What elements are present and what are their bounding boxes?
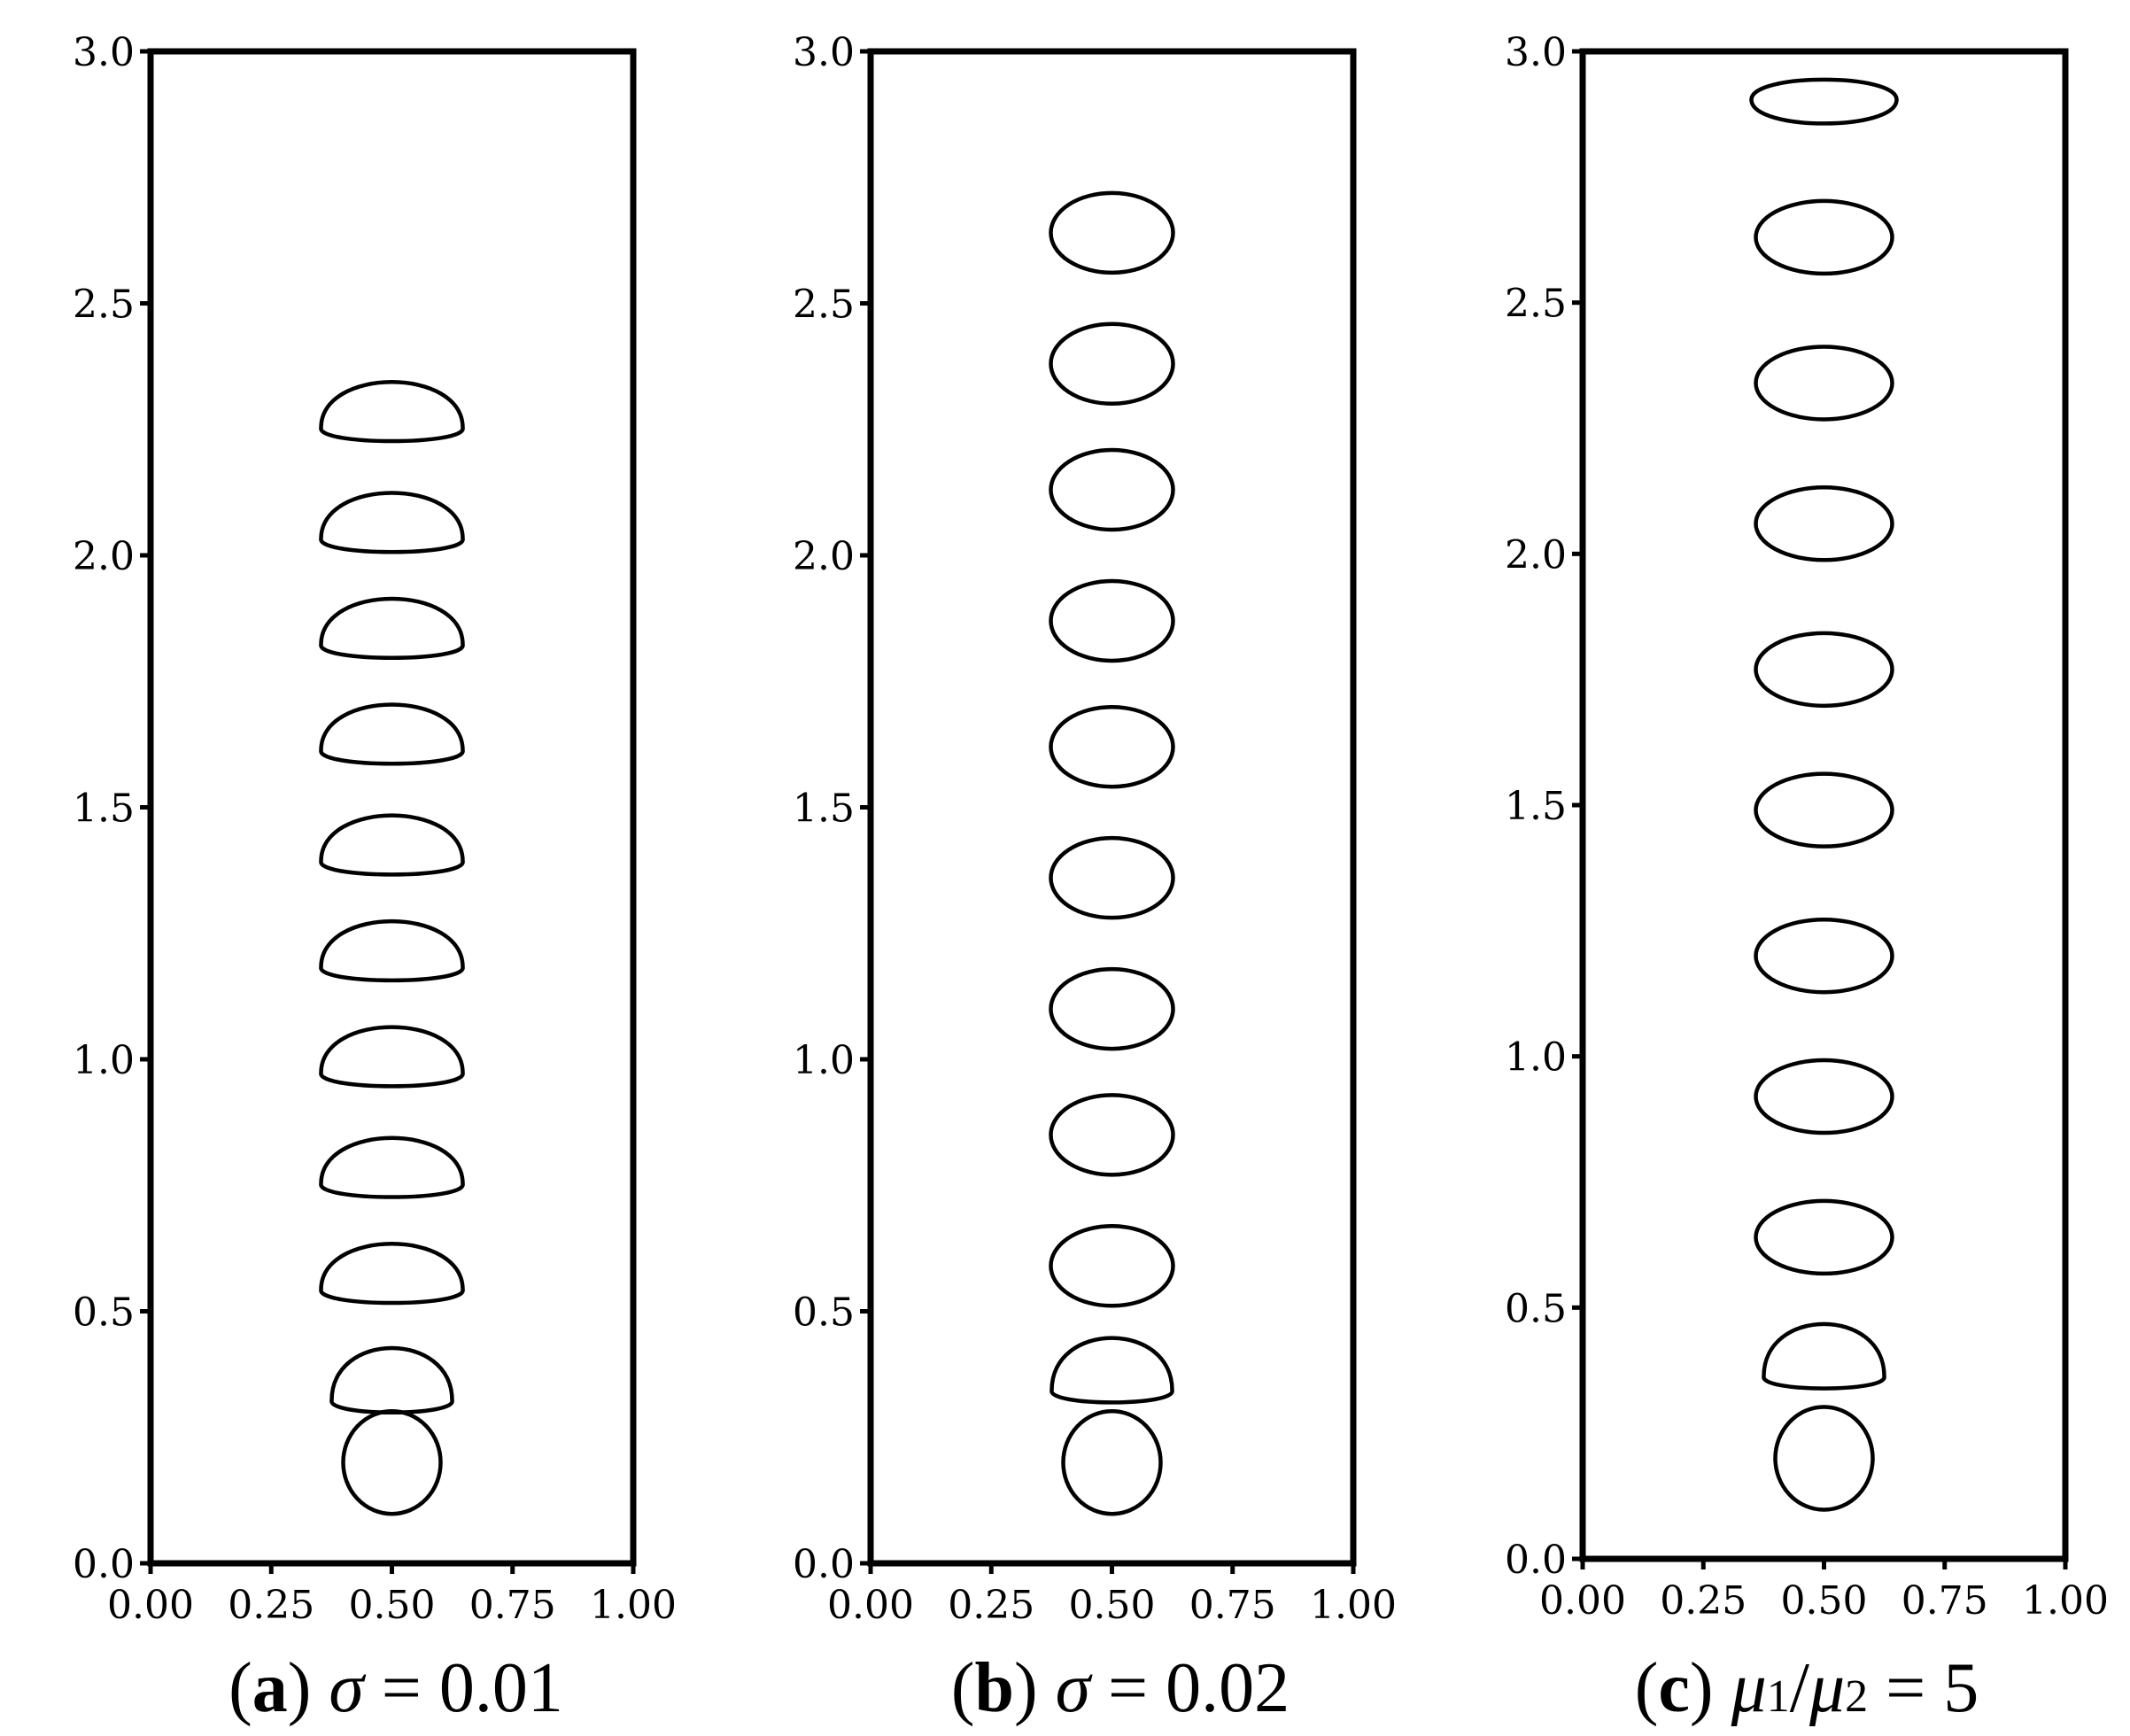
y-tick-label-a-5: 2.5: [73, 283, 135, 328]
bubble-b-2: [1049, 1224, 1175, 1308]
bubble-c-2: [1754, 1198, 1894, 1276]
y-tick-label-a-3: 1.5: [73, 787, 135, 832]
y-tick-label-c-6: 3.0: [1505, 30, 1567, 75]
caption-c-mu2: μ: [1809, 1649, 1845, 1727]
y-tick-label-b-2: 1.0: [793, 1038, 855, 1083]
x-tick-label-c-0: 0.00: [1539, 1578, 1626, 1624]
bubble-b-6: [1049, 704, 1175, 789]
x-tick-label-a-2: 0.50: [349, 1583, 436, 1628]
x-tick-label-b-1: 0.25: [948, 1583, 1034, 1628]
x-tick-label-a-0: 0.00: [107, 1583, 194, 1628]
y-tick-label-a-1: 0.5: [73, 1290, 135, 1336]
bubble-c-9: [1754, 198, 1894, 276]
caption-c: (c) μ1/μ2 = 5: [1635, 1649, 1979, 1727]
caption-a: (a) σ = 0.01: [228, 1649, 563, 1727]
x-tick-label-c-1: 0.25: [1660, 1578, 1747, 1624]
x-tick-label-c-2: 0.50: [1781, 1578, 1868, 1624]
y-tick-label-b-3: 1.5: [793, 787, 855, 832]
bubble-a-7: [319, 702, 465, 766]
y-tick-label-b-5: 2.5: [793, 283, 855, 328]
caption-c-sub2: 2: [1845, 1671, 1868, 1722]
bubble-c-0: [1773, 1405, 1875, 1512]
bubble-c-8: [1754, 345, 1894, 422]
caption-a-value: = 0.01: [382, 1649, 563, 1727]
y-tick-label-b-6: 3.0: [793, 30, 855, 75]
bubble-b-4: [1049, 966, 1175, 1051]
bubble-b-3: [1049, 1093, 1175, 1177]
x-tick-label-a-4: 1.00: [590, 1583, 677, 1628]
bubble-c-7: [1754, 485, 1894, 562]
caption-c-mu1: μ: [1731, 1649, 1767, 1727]
y-tick-label-b-4: 2.0: [793, 534, 855, 579]
y-tick-label-a-4: 2.0: [73, 534, 135, 579]
x-tick-label-b-3: 0.75: [1189, 1583, 1276, 1628]
bubble-b-10: [1049, 190, 1175, 275]
bubble-a-0: [341, 1408, 443, 1516]
bubble-a-8: [319, 596, 465, 660]
bubble-a-9: [319, 491, 465, 554]
x-tick-label-a-3: 0.75: [469, 1583, 556, 1628]
bubble-a-6: [319, 813, 465, 877]
bubble-c-1: [1762, 1321, 1886, 1391]
y-tick-label-c-1: 0.5: [1505, 1286, 1567, 1331]
bubble-c-10: [1749, 77, 1899, 126]
bubble-a-10: [319, 380, 465, 444]
bubble-a-2: [319, 1242, 465, 1306]
y-tick-label-c-0: 0.0: [1505, 1538, 1567, 1583]
caption-c-value: = 5: [1868, 1649, 1979, 1727]
panel-b: 0.0 0.5 1.0 1.5 2.0 2.5 3.0 0.00 0.25 0.50 0.75 1.0…: [793, 30, 1397, 1628]
bubble-b-8: [1049, 447, 1175, 532]
bubble-b-9: [1049, 322, 1175, 407]
bubble-a-5: [319, 918, 465, 983]
caption-b-symbol: σ: [1056, 1649, 1093, 1727]
plot-frame-c: [1579, 48, 2069, 1562]
y-tick-label-a-2: 1.0: [73, 1038, 135, 1083]
bubble-b-5: [1049, 835, 1175, 920]
caption-c-label: c: [1658, 1649, 1690, 1727]
bubble-b-7: [1049, 578, 1175, 663]
bubble-a-3: [319, 1135, 465, 1199]
x-tick-label-a-1: 0.25: [228, 1583, 314, 1628]
x-tick-label-c-4: 1.00: [2022, 1578, 2109, 1624]
caption-b: (b) σ = 0.02: [951, 1649, 1290, 1727]
panel-a: 0.0 0.5 1.0 1.5 2.0 2.5 3.0 0.00 0.25 0.50 0.75 1.0…: [73, 30, 677, 1628]
y-tick-label-c-5: 2.5: [1505, 282, 1567, 327]
y-tick-label-a-6: 3.0: [73, 30, 135, 75]
bubble-c-6: [1754, 631, 1894, 709]
bubble-a-4: [319, 1025, 465, 1089]
x-tick-label-b-2: 0.50: [1069, 1583, 1156, 1628]
y-tick-label-c-3: 1.5: [1505, 784, 1567, 829]
caption-b-label: b: [974, 1649, 1014, 1727]
caption-c-slash: /: [1790, 1649, 1810, 1727]
bubble-a-1: [329, 1345, 454, 1414]
caption-c-sub1: 1: [1767, 1671, 1790, 1722]
bubble-c-4: [1754, 917, 1894, 995]
y-tick-label-b-0: 0.0: [793, 1542, 855, 1587]
x-tick-label-c-3: 0.75: [1902, 1578, 1988, 1624]
caption-b-value: = 0.02: [1108, 1649, 1290, 1727]
bubble-c-5: [1754, 771, 1894, 849]
plot-frame-a: [147, 48, 637, 1567]
bubble-c-3: [1754, 1058, 1894, 1135]
bubble-b-1: [1050, 1336, 1174, 1405]
caption-a-label: a: [252, 1649, 288, 1727]
y-tick-label-c-4: 2.0: [1505, 532, 1567, 577]
y-tick-label-c-2: 1.0: [1505, 1035, 1567, 1081]
caption-a-symbol: σ: [329, 1649, 366, 1727]
x-tick-label-b-4: 1.00: [1310, 1583, 1397, 1628]
y-tick-label-b-1: 0.5: [793, 1290, 855, 1336]
panel-c: 0.0 0.5 1.0 1.5 2.0 2.5 3.0 0.00 0.25 0.50 0.75 1.0…: [1505, 30, 2109, 1624]
bubble-b-0: [1061, 1408, 1163, 1516]
x-tick-label-b-0: 0.00: [827, 1583, 914, 1628]
y-tick-label-a-0: 0.0: [73, 1542, 135, 1587]
